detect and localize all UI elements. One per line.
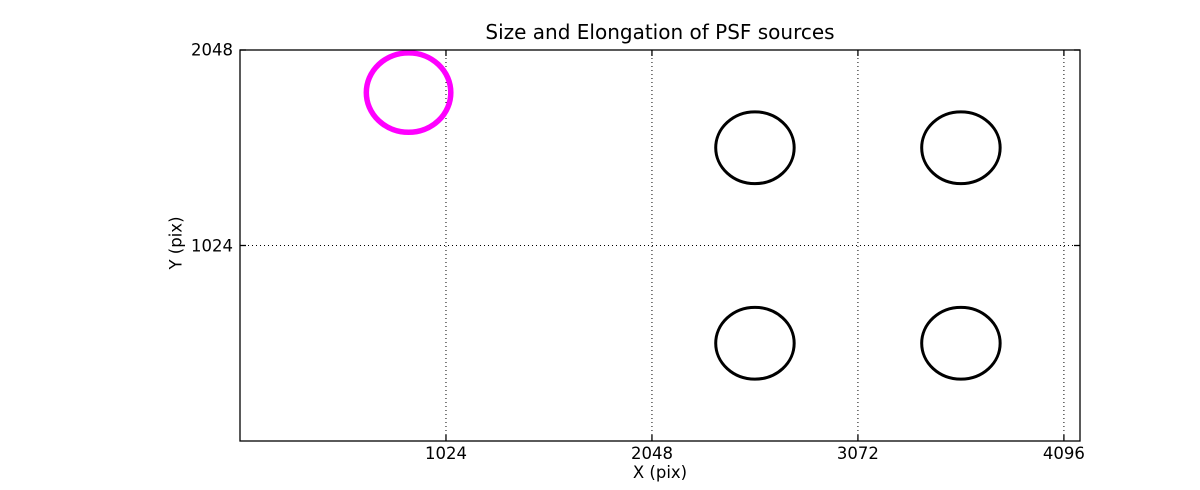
x-tick-label: 4096 (1042, 444, 1085, 463)
flagged-psf-source-ellipse (363, 50, 454, 136)
psf-source-ellipse (920, 110, 1002, 186)
psf-source-ellipse (920, 305, 1002, 381)
x-axis-label: X (pix) (632, 463, 688, 482)
y-tick-label: 2048 (191, 40, 233, 60)
psf-source-ellipse (714, 305, 796, 381)
chart-title: Size and Elongation of PSF sources (485, 20, 835, 44)
psf-source-ellipse (714, 110, 796, 186)
x-tick-label: 1024 (424, 444, 467, 463)
y-tick-label: 1024 (191, 236, 233, 255)
x-tick-label: 3072 (836, 444, 879, 463)
x-tick-label: 2048 (630, 444, 673, 463)
